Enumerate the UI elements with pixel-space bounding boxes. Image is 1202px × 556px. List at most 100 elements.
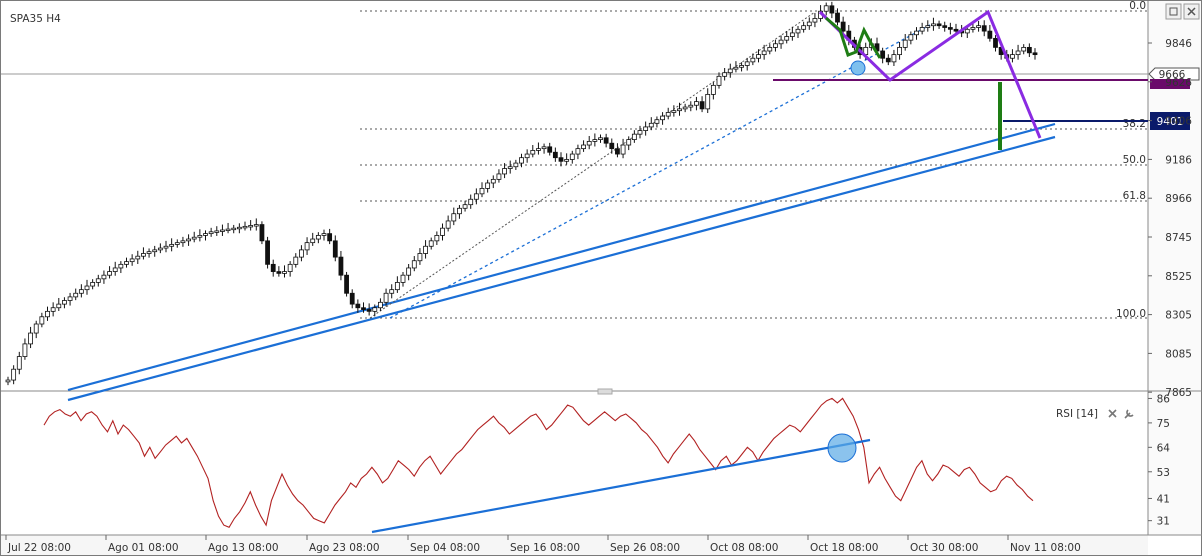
candle-body <box>191 236 197 240</box>
candle-body <box>829 5 835 14</box>
trend-channel-lower[interactable] <box>67 135 1056 402</box>
candle-body <box>513 162 519 168</box>
candle-body <box>186 238 191 242</box>
candle-body <box>710 84 716 95</box>
candlestick-series <box>5 1 1038 386</box>
candle-body <box>902 39 908 48</box>
price-badge-navy: 9401 <box>1150 112 1190 130</box>
candle-body <box>434 235 440 242</box>
candle-body <box>152 249 158 253</box>
candle-body <box>163 245 169 249</box>
candle-body <box>885 57 891 63</box>
candle-body <box>936 23 942 27</box>
close-icon <box>1187 7 1196 16</box>
candle-body <box>739 65 744 68</box>
marker-circle-price[interactable] <box>850 60 866 76</box>
candle-body <box>428 240 434 247</box>
candle-body <box>609 142 615 150</box>
candle-body <box>338 256 344 276</box>
settings-wrench-icon[interactable] <box>1124 409 1134 419</box>
candle-body <box>705 93 711 110</box>
price-badge-navy-text: 9401 <box>1157 116 1184 128</box>
candle-body <box>248 225 254 228</box>
rsi-tick-label: 31 <box>1157 516 1170 528</box>
rsi-trendline[interactable] <box>371 438 871 534</box>
candle-body <box>744 61 750 66</box>
price-axis: 9846 9626 9406 9186 8966 8745 8525 8305 8085 7865 <box>1148 38 1192 399</box>
price-badge-purple <box>1150 79 1190 89</box>
candle-body <box>931 23 936 27</box>
candle-body <box>33 323 39 334</box>
candle-body <box>468 198 474 206</box>
candle-body <box>479 188 485 195</box>
fib-label-618: 61.8 <box>1123 190 1146 202</box>
candle-body <box>107 271 112 276</box>
candle-body <box>536 148 541 151</box>
candle-body <box>502 168 507 175</box>
candle-body <box>141 253 146 257</box>
pattern-green[interactable] <box>825 16 882 59</box>
candle-body <box>39 316 45 325</box>
candle-body <box>411 260 417 269</box>
candle-body <box>129 258 135 263</box>
candle-body <box>310 238 316 244</box>
candle-body <box>1026 46 1032 54</box>
date-tick-label: Sep 16 08:00 <box>510 542 580 554</box>
candle-body <box>287 263 293 272</box>
candle-body <box>282 271 287 274</box>
candle-body <box>406 267 412 276</box>
date-tick-label: Ago 23 08:00 <box>309 542 380 554</box>
dotted-trendline-blue[interactable] <box>389 24 931 319</box>
candle-body <box>592 139 598 142</box>
candle-body <box>801 25 807 30</box>
candle-body <box>445 220 451 229</box>
candle-body <box>5 379 11 383</box>
candle-body <box>964 28 970 34</box>
candle-body <box>473 193 479 200</box>
candle-body <box>919 27 925 32</box>
date-tick-label: Sep 26 08:00 <box>610 542 680 554</box>
candle-body <box>259 224 265 242</box>
candle-body <box>394 282 400 291</box>
candle-body <box>67 296 73 301</box>
candle-body <box>146 251 152 254</box>
candle-body <box>225 228 231 231</box>
candle-body <box>547 146 553 153</box>
candle-body <box>22 343 28 357</box>
candle-body <box>660 115 665 121</box>
candle-body <box>976 25 981 28</box>
trend-channel-upper[interactable] <box>67 122 1056 392</box>
maximize-button[interactable] <box>1165 3 1182 20</box>
marker-circle-rsi[interactable] <box>827 433 857 463</box>
candle-body <box>332 240 338 258</box>
candle-body <box>265 240 270 265</box>
candle-body <box>372 307 378 312</box>
candle-body <box>276 271 282 274</box>
candle-body <box>214 230 220 233</box>
close-button[interactable] <box>1183 3 1200 20</box>
candle-body <box>575 148 581 155</box>
fib-label-0: 0.0 <box>1129 0 1146 12</box>
candle-body <box>773 43 778 48</box>
candle-body <box>242 225 248 229</box>
pane-resize-handle[interactable] <box>597 388 613 395</box>
candle-body <box>519 157 524 164</box>
candle-body <box>925 25 931 28</box>
remove-indicator-icon[interactable] <box>1108 409 1117 418</box>
candle-body <box>1015 50 1021 56</box>
candle-body <box>761 50 767 56</box>
price-tick-label: 8085 <box>1165 348 1192 360</box>
pattern-zigzag[interactable] <box>818 9 1042 139</box>
candle-body <box>90 282 96 287</box>
date-tick-label: Sep 04 08:00 <box>410 542 480 554</box>
price-tick-label: 8966 <box>1165 193 1192 205</box>
date-tick-label: Oct 18 08:00 <box>810 542 878 554</box>
candle-body <box>157 247 163 251</box>
candle-body <box>908 34 914 41</box>
candle-body <box>586 141 592 146</box>
rsi-tick-label: 53 <box>1157 467 1170 479</box>
price-tick-label: 7865 <box>1165 387 1192 399</box>
candle-body <box>231 227 237 231</box>
candle-body <box>722 72 728 77</box>
